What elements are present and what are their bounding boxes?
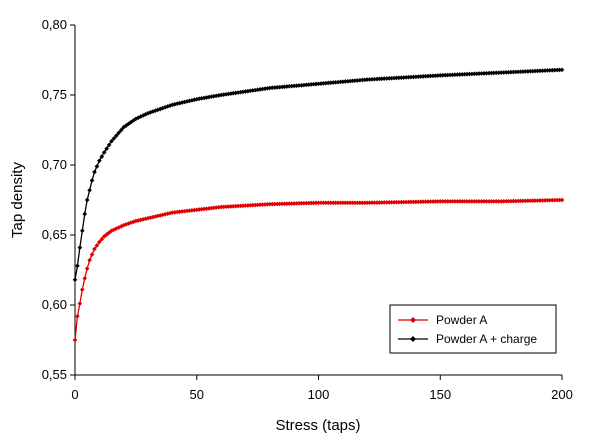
y-tick-label: 0,75	[42, 87, 67, 102]
legend-label: Powder A + charge	[436, 332, 537, 346]
data-point	[109, 138, 114, 144]
legend: Powder A Powder A + charge	[389, 304, 557, 354]
data-point	[82, 211, 88, 217]
data-point	[89, 178, 95, 183]
data-point	[77, 245, 83, 250]
data-point	[94, 164, 100, 169]
data-point	[92, 246, 97, 252]
data-point	[92, 169, 97, 175]
y-tick-label: 0,60	[42, 297, 67, 312]
x-tick-label: 200	[551, 387, 573, 402]
data-point	[111, 136, 117, 141]
y-tick-label: 0,55	[42, 367, 67, 382]
y-axis-title: Tap density	[9, 162, 26, 238]
data-point	[116, 130, 122, 136]
data-point	[72, 277, 78, 283]
data-point	[101, 234, 107, 239]
data-point	[75, 313, 80, 319]
data-point	[79, 228, 85, 234]
data-point	[75, 263, 80, 269]
data-point	[104, 146, 109, 151]
y-tick-label: 0,70	[42, 157, 67, 172]
x-axis: 0 50 100 150 200	[71, 374, 573, 402]
series-line	[74, 69, 563, 280]
data-point	[77, 301, 83, 306]
x-tick-label: 150	[429, 387, 451, 402]
data-point	[79, 287, 85, 292]
y-tick-label: 0,80	[42, 17, 67, 32]
legend-swatch-marker	[410, 317, 416, 323]
data-point	[559, 197, 565, 203]
data-point	[84, 266, 90, 271]
data-point	[97, 239, 102, 245]
y-axis: 0,55 0,60 0,65 0,70 0,75 0,80	[42, 17, 76, 382]
data-point	[99, 154, 105, 159]
data-point	[104, 232, 109, 237]
data-point	[89, 252, 95, 257]
legend-box	[389, 304, 557, 354]
data-point	[99, 236, 105, 242]
data-point	[84, 197, 90, 203]
data-point	[106, 230, 112, 235]
legend-swatch-marker	[410, 336, 416, 342]
x-axis-title: Stress (taps)	[275, 417, 360, 434]
data-point	[101, 150, 107, 155]
legend-label: Powder A	[436, 313, 487, 327]
x-tick-label: 0	[71, 387, 78, 402]
data-point	[82, 276, 88, 281]
x-tick-label: 50	[190, 387, 204, 402]
x-tick-label: 100	[308, 387, 330, 402]
series-layer	[72, 67, 565, 343]
data-point	[118, 127, 124, 133]
data-point	[94, 243, 100, 248]
data-point	[87, 187, 92, 193]
data-point	[87, 257, 92, 263]
data-point	[106, 142, 112, 148]
y-tick-label: 0,65	[42, 227, 67, 242]
series-powder-a-charge	[72, 67, 565, 283]
data-point	[559, 67, 565, 73]
data-point	[114, 133, 119, 138]
data-point	[72, 337, 78, 343]
series-powder-a	[72, 197, 565, 343]
data-point	[97, 158, 102, 164]
